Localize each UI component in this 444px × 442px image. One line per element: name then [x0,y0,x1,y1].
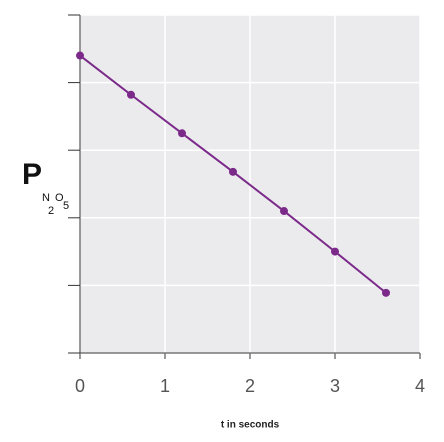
data-point [127,90,135,99]
y-label-subscript: N [42,192,50,204]
data-point [178,129,186,138]
data-point [382,288,390,297]
data-point [76,51,84,60]
y-label-subscript: 5 [63,200,69,212]
data-point [280,207,288,216]
y-label-subscript: 2 [48,205,54,217]
x-tick-label: 2 [245,376,255,396]
x-tick-label: 0 [75,376,85,396]
x-axis-label: t in seconds [221,420,280,431]
data-point [331,247,339,256]
y-axis-label: P [22,158,42,191]
x-tick-label: 3 [330,376,340,396]
data-point [229,167,237,176]
x-tick-label: 1 [160,376,170,396]
y-label-subscript: O [55,192,64,204]
x-tick-label: 4 [415,376,425,396]
